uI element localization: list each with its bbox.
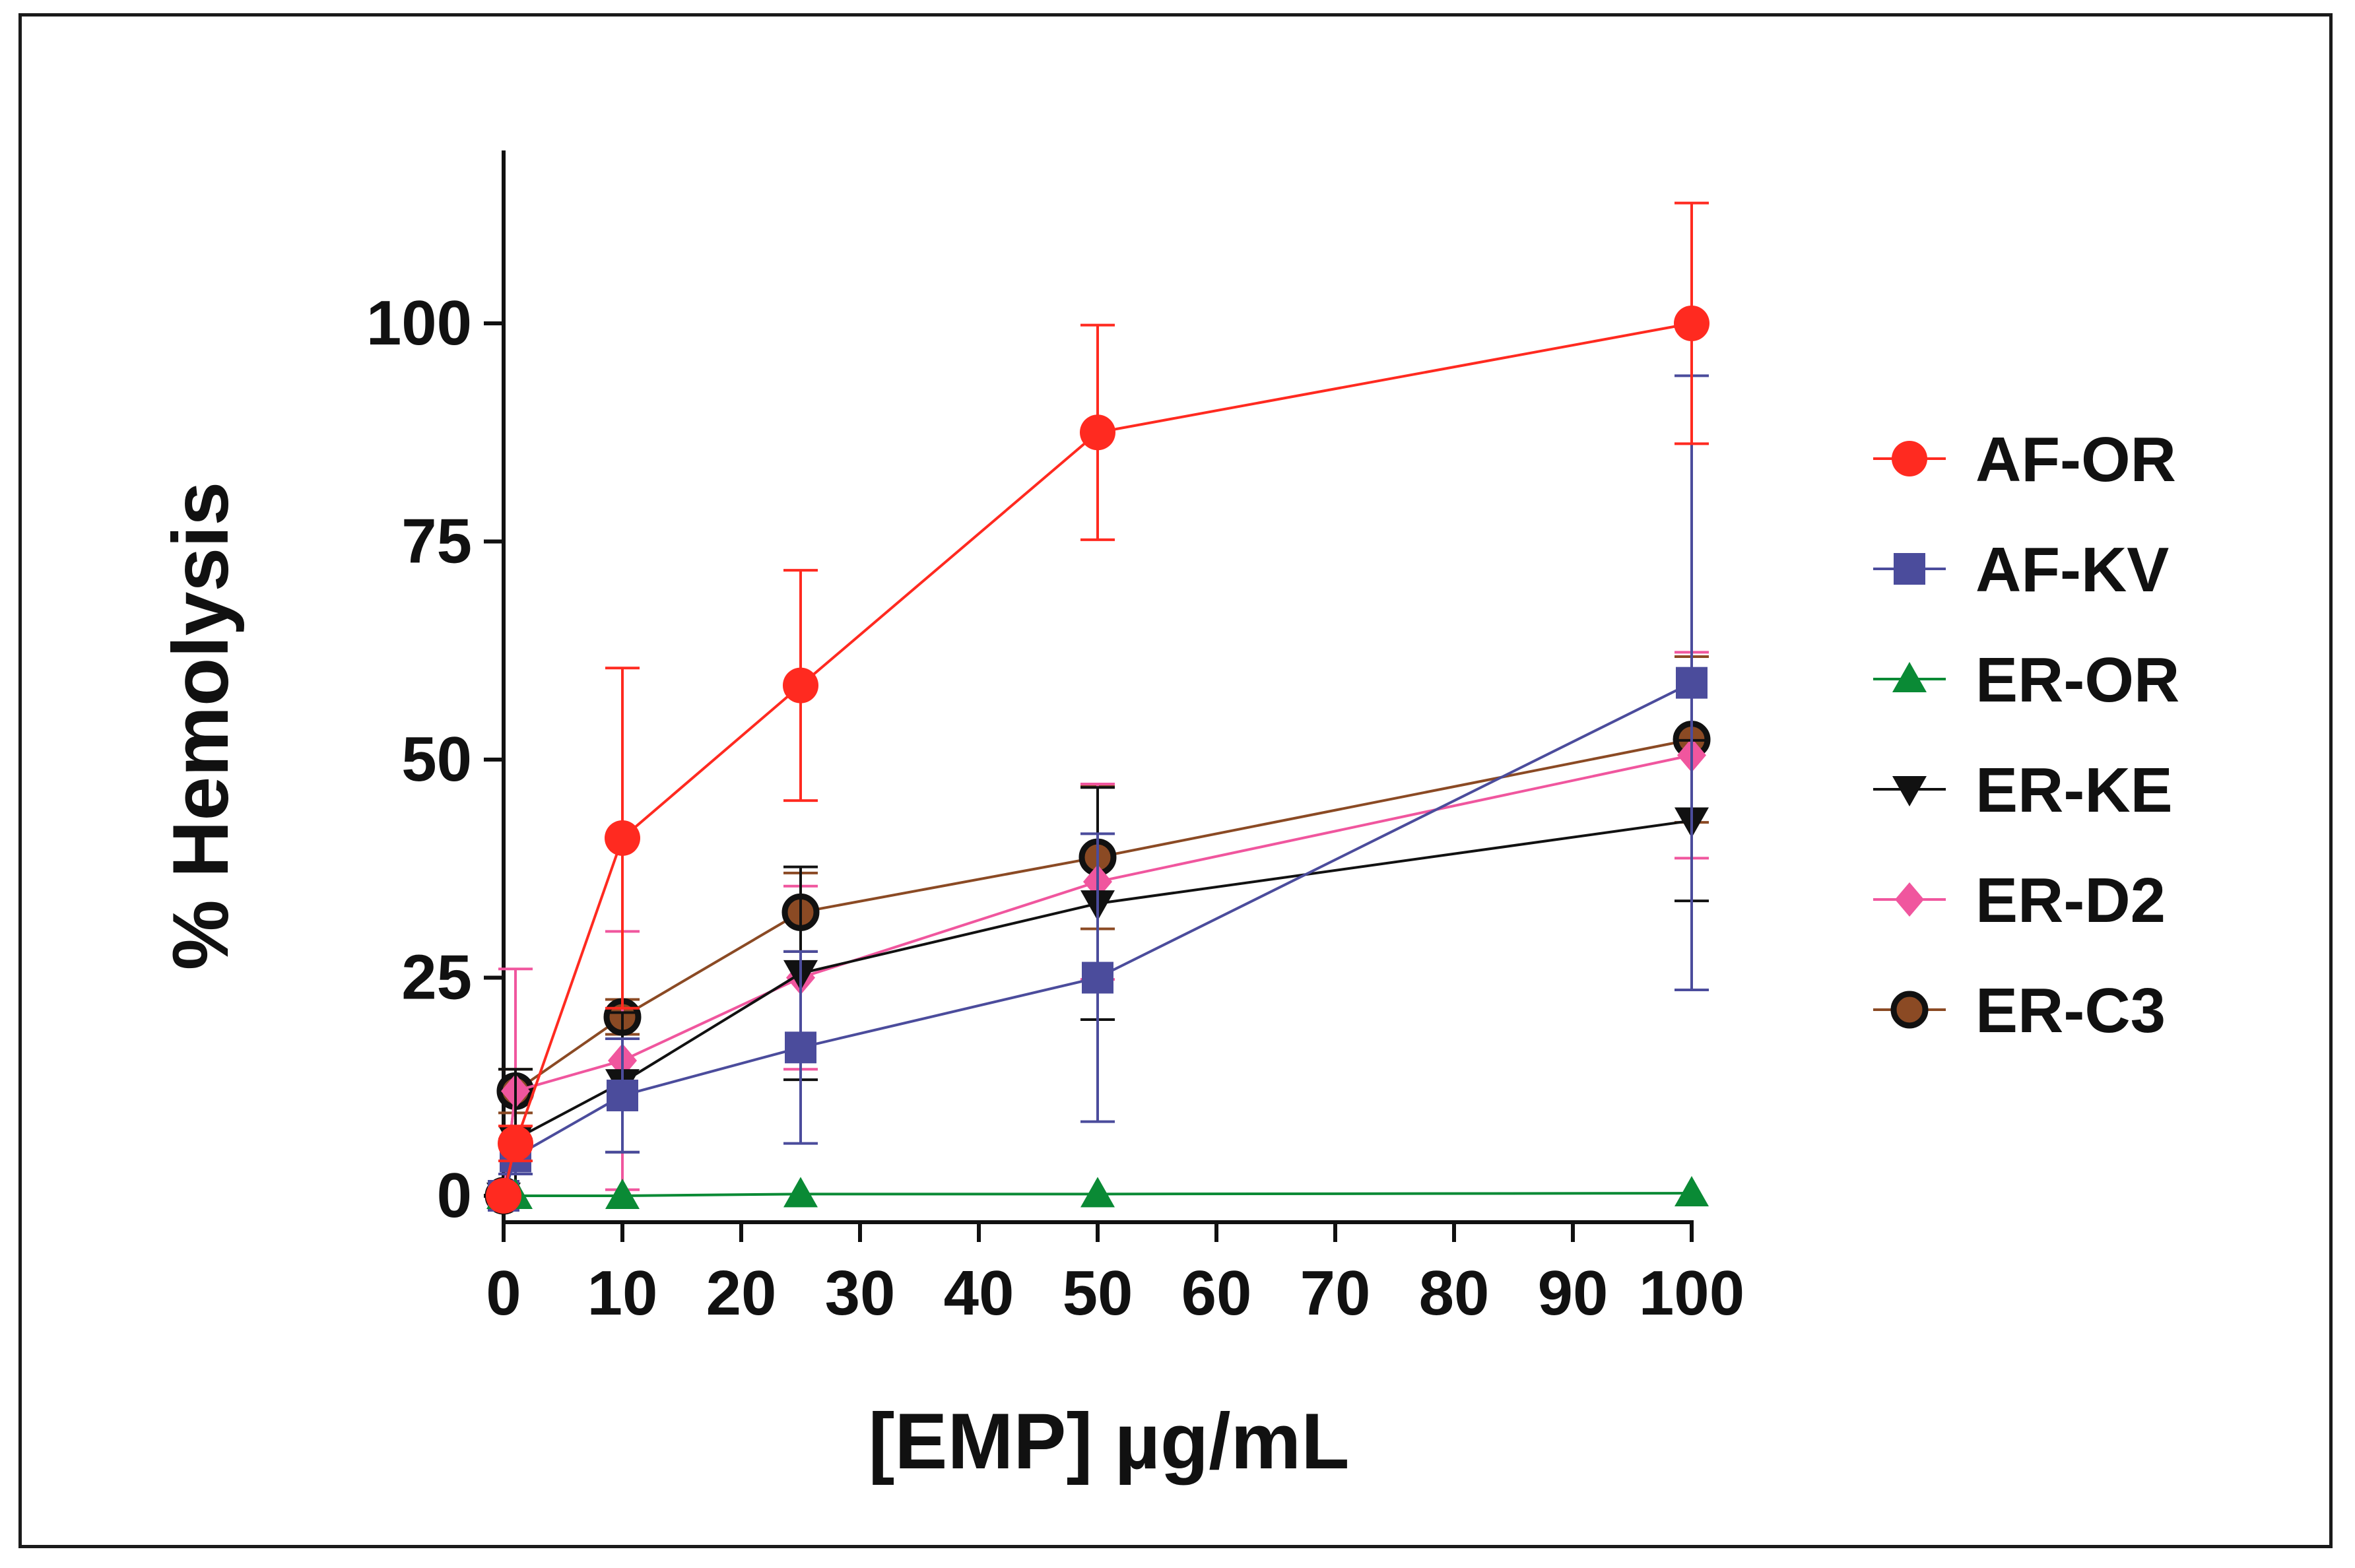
series-er-or (486, 1176, 1709, 1209)
data-point-af-or (1080, 414, 1115, 451)
data-point-er-or (1080, 1177, 1115, 1208)
legend-label: AF-KV (1975, 535, 2169, 605)
y-tick-label: 100 (366, 288, 472, 358)
axes: 0 25 50 75 100 0 10 20 30 40 50 60 70 80 90 100 (366, 150, 1744, 1328)
y-tick-label: 75 (401, 506, 472, 577)
data-point-er-or (605, 1179, 640, 1209)
legend-label: AF-OR (1975, 424, 2176, 495)
x-tick-label: 50 (1063, 1258, 1133, 1328)
y-tick-label: 50 (401, 724, 472, 795)
legend-marker-er-d2 (1895, 882, 1924, 917)
legend-marker-er-or (1892, 662, 1927, 692)
x-axis-title: [EMP] µg/mL (868, 1397, 1349, 1486)
x-tick-label: 10 (587, 1258, 658, 1328)
x-tick-label: 30 (825, 1258, 896, 1328)
x-tick-label: 0 (486, 1258, 521, 1328)
data-point-er-or (1675, 1176, 1709, 1207)
x-tick-label: 40 (944, 1258, 1014, 1328)
legend-item-er-ke: ER-KE (1873, 755, 2173, 826)
legend-label: ER-C3 (1975, 975, 2166, 1046)
x-tick-label: 70 (1300, 1258, 1371, 1328)
legend-item-er-c3: ER-C3 (1873, 975, 2166, 1046)
data-point-af-or (1674, 306, 1709, 341)
plot-area (484, 201, 1711, 1215)
series-af-or (486, 201, 1709, 1214)
legend-label: ER-KE (1975, 755, 2173, 826)
figure-frame (18, 13, 2333, 1548)
legend-item-er-d2: ER-D2 (1873, 865, 2166, 936)
x-tick-label: 100 (1639, 1258, 1744, 1328)
data-point-af-or (783, 667, 818, 703)
data-point-af-or (486, 1178, 521, 1214)
data-point-af-kv (1082, 962, 1113, 994)
data-point-af-kv (607, 1079, 638, 1111)
legend-label: ER-OR (1975, 645, 2179, 715)
y-axis-title: % Hemolysis (156, 482, 245, 970)
legend-label: ER-D2 (1975, 865, 2166, 936)
legend-item-af-kv: AF-KV (1873, 535, 2169, 605)
x-tick-label: 80 (1419, 1258, 1490, 1328)
data-point-af-kv (1676, 667, 1708, 699)
legend-marker-er-ke (1892, 776, 1927, 806)
series-line-er-d2 (502, 754, 1692, 1196)
data-point-af-or (498, 1125, 533, 1161)
y-tick-label: 0 (437, 1160, 472, 1231)
data-point-af-or (605, 820, 640, 856)
legend: AF-OR AF-KV ER-OR ER-KE ER-D2 ER-C3 (1873, 424, 2179, 1046)
legend-item-af-or: AF-OR (1873, 424, 2176, 495)
legend-item-er-or: ER-OR (1873, 645, 2179, 715)
x-tick-label: 20 (706, 1258, 777, 1328)
legend-marker-af-kv (1894, 553, 1925, 585)
data-point-af-kv (785, 1031, 816, 1064)
legend-marker-af-or (1892, 441, 1927, 476)
x-tick-label: 60 (1181, 1258, 1252, 1328)
x-tick-label: 90 (1538, 1258, 1609, 1328)
y-tick-label: 25 (401, 942, 472, 1013)
legend-marker-er-c3 (1890, 991, 1929, 1029)
data-point-er-or (783, 1177, 818, 1208)
